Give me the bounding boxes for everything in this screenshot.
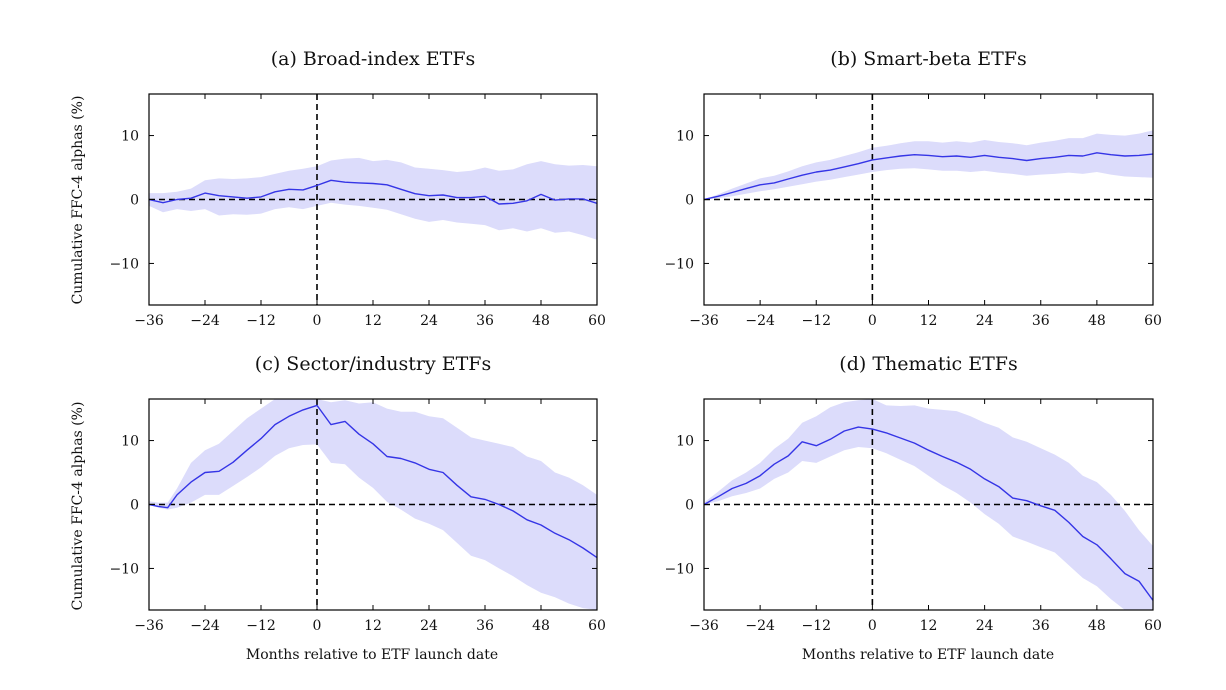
x-tick-label: 0 [868,618,877,634]
panel-title: (a) Broad-index ETFs [271,48,476,70]
x-tick-label: −36 [689,313,719,329]
x-tick-label: 48 [532,313,550,329]
x-axis-label: Months relative to ETF launch date [246,647,498,663]
x-tick-label: 48 [1088,313,1106,329]
y-tick-label: 0 [685,193,694,209]
y-tick-label: 10 [676,129,694,145]
x-tick-label: 0 [868,313,877,329]
x-tick-label: −24 [745,313,775,329]
x-tick-label: 60 [1144,313,1162,329]
alpha-line [149,179,597,205]
panel-title: (b) Smart-beta ETFs [830,48,1026,70]
x-tick-label: −24 [190,618,220,634]
x-tick-label: 60 [1144,618,1162,634]
x-tick-label: 36 [1032,618,1050,634]
x-tick-label: 12 [920,313,938,329]
x-tick-label: −36 [689,618,719,634]
y-tick-label: 0 [130,498,139,514]
x-tick-label: 0 [313,313,322,329]
y-tick-label: 0 [130,193,139,209]
x-tick-label: 60 [588,618,606,634]
x-tick-label: −36 [134,313,164,329]
panel-title: (d) Thematic ETFs [839,353,1017,375]
panel-c: (c) Sector/industry ETFs −36 −24 −12 0 12 24 36… [109,353,605,634]
x-tick-label: 12 [920,618,938,634]
y-tick-label: 10 [121,434,139,450]
x-tick-label: 36 [476,618,494,634]
x-tick-label: 48 [1088,618,1106,634]
x-tick-label: 36 [476,313,494,329]
y-tick-label: −10 [109,256,139,272]
y-axis-label: Cumulative FFC-4 alphas (%) [70,96,86,305]
y-tick-label: −10 [664,256,694,272]
y-tick-label: 0 [685,498,694,514]
x-tick-label: 48 [532,618,550,634]
panel-title: (c) Sector/industry ETFs [255,353,491,375]
y-tick-label: 10 [121,129,139,145]
confidence-band [149,399,597,610]
x-tick-label: −12 [246,618,276,634]
x-tick-label: 12 [364,313,382,329]
x-tick-label: 24 [420,618,438,634]
confidence-band [704,130,1153,200]
x-tick-label: 24 [976,313,994,329]
confidence-band [704,399,1153,610]
x-tick-label: −12 [801,313,831,329]
panel-d: (d) Thematic ETFs −36 −24 −12 0 12 24 36 48 60 −10… [664,353,1161,634]
panel-a: (a) Broad-index ETFs −36 −24 −12 0 12 24 36 48 60… [109,48,605,329]
x-tick-label: −24 [745,618,775,634]
x-tick-label: −12 [246,313,276,329]
x-tick-label: 24 [976,618,994,634]
x-tick-label: −24 [190,313,220,329]
y-tick-label: −10 [109,561,139,577]
x-axis-label: Months relative to ETF launch date [802,647,1054,663]
panel-b: (b) Smart-beta ETFs −36 −24 −12 0 12 24 36 48 60 −… [664,48,1161,329]
y-tick-label: −10 [664,561,694,577]
x-tick-label: −36 [134,618,164,634]
x-tick-label: 12 [364,618,382,634]
y-tick-label: 10 [676,434,694,450]
x-tick-label: −12 [801,618,831,634]
x-tick-label: 36 [1032,313,1050,329]
x-tick-label: 0 [313,618,322,634]
x-tick-label: 24 [420,313,438,329]
alpha-line [704,426,1153,601]
alpha-line [149,404,597,559]
y-axis-label: Cumulative FFC-4 alphas (%) [70,402,86,611]
x-tick-label: 60 [588,313,606,329]
alpha-line [704,152,1153,201]
